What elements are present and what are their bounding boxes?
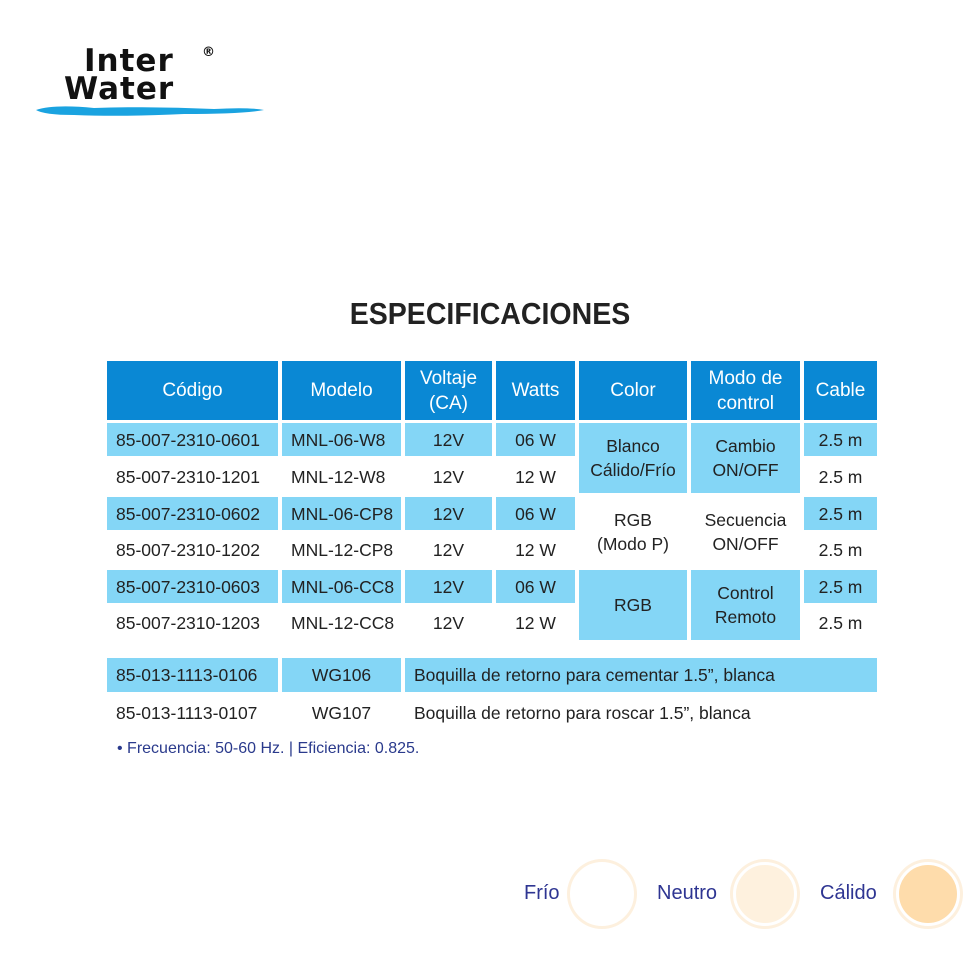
accessory-modelo: WG106	[282, 658, 401, 692]
cell-watts: 06 W	[496, 570, 575, 603]
cell-voltaje: 12V	[432, 540, 465, 560]
header-modo-control: Modo de control	[691, 361, 800, 420]
cell-voltaje: 12V	[432, 613, 465, 633]
logo-line2: Water	[64, 71, 175, 107]
cell-modelo: MNL-06-W8	[282, 423, 401, 456]
cell-color: Blanco Cálido/Frío	[579, 423, 687, 493]
cell-modelo: MNL-06-CP8	[282, 497, 401, 530]
accessory-description: Boquilla de retorno para roscar 1.5”, bl…	[414, 702, 751, 723]
cell-codigo: 85-007-2310-1203	[116, 613, 261, 633]
cell-codigo: 85-007-2310-0601	[107, 423, 278, 456]
cell-codigo: 85-007-2310-1202	[116, 540, 261, 560]
cell-cable: 2.5 m	[804, 570, 877, 603]
accessory-codigo: 85-013-1113-0107	[116, 702, 258, 723]
logo-line1: Inter	[84, 43, 174, 79]
cell-watts: 06 W	[496, 423, 575, 456]
cell-codigo: 85-007-2310-1201	[116, 466, 261, 487]
cell-cable: 2.5 m	[818, 466, 863, 487]
cell-modelo: MNL-06-CC8	[282, 570, 401, 603]
cell-watts: 06 W	[496, 497, 575, 530]
cell-voltaje: 12V	[432, 466, 465, 487]
legend-label: Frío	[524, 882, 560, 904]
cell-modelo: MNL-12-W8	[291, 466, 386, 487]
cell-modo-control: Secuencia ON/OFF	[704, 510, 787, 554]
cell-cable: 2.5 m	[804, 423, 877, 456]
accessory-codigo: 85-013-1113-0106	[107, 658, 278, 692]
page-title: ESPECIFICACIONES	[349, 296, 631, 331]
accessory-description: Boquilla de retorno para cementar 1.5”, …	[405, 658, 877, 692]
header-color: Color	[579, 361, 687, 420]
color-swatch-icon	[570, 862, 634, 926]
legend-label: Cálido	[820, 882, 877, 904]
cell-modo-control: Cambio ON/OFF	[691, 423, 800, 493]
cell-color: RGB	[579, 570, 687, 640]
color-swatch-icon	[896, 862, 960, 926]
cell-color: RGB (Modo P)	[597, 510, 669, 554]
header-cable: Cable	[804, 361, 877, 420]
cell-voltaje: 12V	[405, 497, 492, 530]
cell-watts: 12 W	[515, 466, 556, 487]
registered-mark: ®	[202, 45, 216, 60]
color-swatch-icon	[733, 862, 797, 926]
cell-cable: 2.5 m	[818, 613, 863, 633]
wave-icon	[36, 106, 264, 116]
cell-cable: 2.5 m	[804, 497, 877, 530]
cell-watts: 12 W	[515, 540, 556, 560]
footnote: • Frecuencia: 50-60 Hz. | Eficiencia: 0.…	[117, 740, 420, 757]
accessory-modelo: WG107	[311, 702, 372, 723]
header-voltaje: Voltaje (CA)	[405, 361, 492, 420]
cell-cable: 2.5 m	[818, 540, 863, 560]
header-modelo: Modelo	[282, 361, 401, 420]
legend-label: Neutro	[657, 882, 718, 904]
cell-codigo: 85-007-2310-0603	[107, 570, 278, 603]
cell-watts: 12 W	[515, 613, 556, 633]
cell-codigo: 85-007-2310-0602	[107, 497, 278, 530]
header-codigo: Código	[107, 361, 278, 420]
cell-voltaje: 12V	[405, 570, 492, 603]
cell-modelo: MNL-12-CP8	[291, 540, 394, 560]
cell-voltaje: 12V	[405, 423, 492, 456]
header-watts: Watts	[496, 361, 575, 420]
cell-modelo: MNL-12-CC8	[291, 613, 395, 633]
cell-modo-control: Control Remoto	[691, 570, 800, 640]
interwater-logo: Inter ® Water	[34, 40, 266, 125]
